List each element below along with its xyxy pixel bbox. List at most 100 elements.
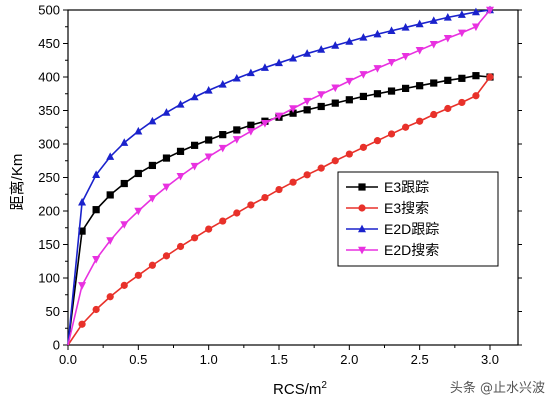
data-point bbox=[387, 87, 396, 95]
data-point bbox=[387, 130, 396, 138]
data-point bbox=[416, 82, 424, 90]
y-axis-title: 距离/Km bbox=[9, 154, 26, 211]
data-point bbox=[233, 209, 241, 217]
data-point bbox=[247, 121, 255, 129]
x-axis-title: RCS/m2 bbox=[273, 380, 327, 398]
data-point bbox=[205, 136, 213, 144]
data-point bbox=[218, 144, 227, 153]
data-point bbox=[486, 6, 494, 15]
data-point bbox=[444, 104, 452, 113]
data-point bbox=[204, 153, 213, 162]
data-point bbox=[373, 65, 382, 73]
legend-item: E2D搜索 bbox=[346, 242, 439, 258]
data-point bbox=[162, 252, 171, 260]
data-point bbox=[289, 178, 297, 186]
data-point bbox=[345, 150, 353, 158]
x-tick-label: 2.5 bbox=[411, 352, 429, 367]
y-tick-label: 50 bbox=[46, 304, 60, 319]
data-point bbox=[387, 59, 396, 67]
legend-item: E3搜索 bbox=[346, 200, 429, 216]
legend-marker bbox=[358, 246, 366, 255]
data-point bbox=[402, 84, 410, 92]
data-point bbox=[233, 126, 241, 134]
data-point bbox=[134, 126, 143, 135]
data-point bbox=[443, 34, 452, 43]
legend: E3跟踪 E3搜索 E2D跟踪 E2D搜索 bbox=[337, 171, 499, 267]
data-point bbox=[373, 137, 382, 145]
data-point bbox=[120, 281, 128, 289]
data-point bbox=[232, 136, 241, 144]
data-point bbox=[317, 45, 326, 53]
data-point bbox=[204, 86, 213, 94]
data-point bbox=[331, 157, 339, 165]
data-point bbox=[134, 169, 142, 178]
data-point bbox=[303, 97, 312, 106]
data-point bbox=[289, 109, 297, 117]
data-point bbox=[260, 120, 269, 128]
data-point bbox=[78, 320, 86, 328]
data-point bbox=[275, 58, 283, 67]
y-tick-label: 400 bbox=[38, 70, 60, 85]
y-tick-label: 100 bbox=[38, 271, 60, 286]
data-point bbox=[429, 40, 438, 49]
data-point bbox=[289, 53, 298, 62]
x-axis-title-superscript: 2 bbox=[321, 380, 327, 391]
x-axis-title-text: RCS/m bbox=[273, 381, 321, 398]
data-point bbox=[345, 37, 354, 45]
data-point bbox=[78, 227, 86, 235]
y-tick-label: 0 bbox=[53, 338, 60, 353]
data-point bbox=[78, 197, 87, 206]
data-point bbox=[120, 179, 128, 188]
data-point bbox=[148, 161, 156, 170]
data-point bbox=[92, 256, 101, 264]
data-point bbox=[345, 96, 353, 104]
y-tick-label: 450 bbox=[38, 36, 60, 51]
data-point bbox=[401, 23, 410, 31]
data-point bbox=[373, 29, 382, 38]
data-point bbox=[317, 102, 325, 111]
legend-label: E3跟踪 bbox=[384, 179, 429, 195]
data-point bbox=[148, 195, 157, 203]
data-point bbox=[134, 207, 143, 216]
data-point bbox=[486, 73, 494, 81]
data-point bbox=[162, 183, 171, 192]
x-tick-label: 3.0 bbox=[481, 352, 499, 367]
y-tick-label: 350 bbox=[38, 103, 60, 118]
data-point bbox=[106, 237, 115, 245]
data-point bbox=[472, 92, 480, 100]
data-point bbox=[275, 112, 283, 121]
legend-item: E2D跟踪 bbox=[346, 221, 439, 237]
data-point bbox=[303, 49, 312, 57]
legend-marker bbox=[358, 183, 366, 191]
data-point bbox=[106, 191, 114, 199]
data-point bbox=[415, 47, 424, 55]
data-point bbox=[429, 16, 438, 24]
data-point bbox=[92, 206, 100, 214]
data-point bbox=[471, 7, 480, 16]
y-tick-label: 500 bbox=[38, 3, 60, 18]
data-point bbox=[218, 79, 227, 88]
legend-label: E3搜索 bbox=[384, 200, 429, 216]
data-point bbox=[359, 92, 367, 101]
data-point bbox=[457, 10, 466, 18]
data-point bbox=[402, 123, 410, 131]
data-point bbox=[261, 194, 269, 202]
data-point bbox=[106, 152, 115, 160]
data-point bbox=[92, 305, 100, 314]
data-point bbox=[190, 92, 199, 101]
data-point bbox=[471, 23, 480, 32]
x-tick-label: 1.5 bbox=[270, 352, 288, 367]
data-point bbox=[162, 108, 171, 116]
data-point bbox=[148, 116, 157, 125]
legend-item: E3跟踪 bbox=[346, 179, 429, 195]
y-tick-label: 150 bbox=[38, 237, 60, 252]
data-point bbox=[205, 225, 213, 233]
series-1 bbox=[67, 73, 494, 346]
data-point bbox=[317, 164, 325, 172]
legend-marker bbox=[358, 224, 366, 233]
legend-label: E2D跟踪 bbox=[384, 221, 439, 237]
data-point bbox=[247, 201, 255, 209]
data-point bbox=[232, 73, 241, 82]
data-point bbox=[443, 12, 452, 21]
